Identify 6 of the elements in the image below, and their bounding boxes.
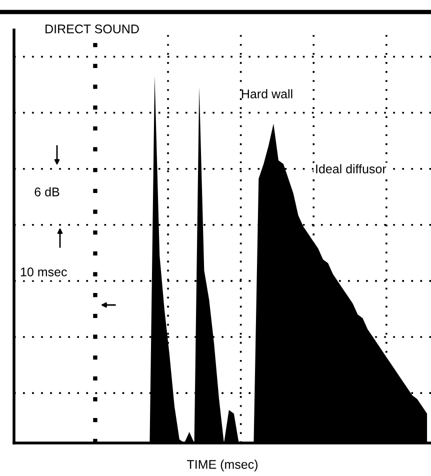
annotation: Ideal diffusor: [316, 164, 386, 174]
annotation: Hard wall: [242, 89, 292, 98]
text: DIRECT SOUND: [46, 24, 139, 34]
x-axis-title: TIME (msec): [187, 460, 258, 472]
annotation: 6 dB: [34, 187, 60, 196]
annotation: 10 msec: [20, 268, 67, 276]
